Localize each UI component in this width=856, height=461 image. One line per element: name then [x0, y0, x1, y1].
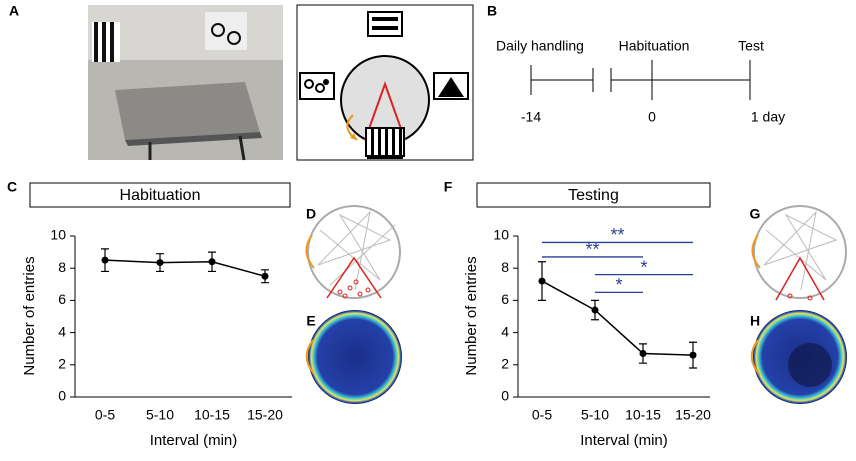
significance-label: **	[610, 225, 624, 245]
x-axis-label: Interval (min)	[150, 432, 238, 449]
event-label: Test	[738, 38, 764, 54]
y-axis-label: Number of entries	[21, 256, 38, 375]
y-tick-label: 8	[58, 259, 66, 275]
y-tick-label: 8	[501, 259, 509, 275]
y-tick-label: 2	[58, 356, 66, 372]
x-tick-label: 5-10	[581, 407, 609, 423]
data-point	[208, 258, 216, 266]
title-box	[29, 182, 291, 208]
significance-label: *	[640, 257, 647, 277]
x-tick-label: 5-10	[146, 407, 174, 423]
y-tick-label: 4	[58, 323, 66, 339]
significance-label: **	[585, 240, 599, 260]
data-point	[689, 351, 697, 359]
y-tick-label: 6	[58, 291, 66, 307]
event-time: 0	[648, 109, 656, 125]
y-axis-label: Number of entries	[463, 256, 480, 375]
data-point	[261, 272, 269, 280]
y-tick-label: 0	[58, 388, 66, 404]
panel-label: E	[306, 313, 315, 329]
data-point	[156, 259, 164, 267]
panel-label: H	[750, 313, 760, 329]
panel-label: B	[487, 3, 497, 19]
event-time: -14	[521, 109, 541, 125]
panel-label: A	[9, 3, 19, 19]
heatmap	[305, 310, 847, 404]
timeline	[530, 60, 751, 100]
x-tick-label: 0-5	[95, 407, 115, 423]
panel-label: F	[444, 179, 453, 195]
y-tick-label: 10	[493, 227, 509, 243]
panel-label: D	[306, 206, 316, 222]
event-label: Habituation	[619, 38, 690, 54]
y-tick-label: 6	[501, 291, 509, 307]
track-plot	[305, 205, 847, 301]
photo	[88, 5, 283, 161]
y-tick-label: 10	[50, 227, 66, 243]
x-tick-label: 0-5	[532, 407, 552, 423]
x-tick-label: 15-20	[247, 407, 283, 423]
y-tick-label: 0	[501, 388, 509, 404]
data-point	[639, 350, 647, 358]
title-box	[476, 182, 711, 208]
panel-label: G	[750, 206, 761, 222]
chart-title: Testing	[568, 187, 619, 204]
event-label: Daily handling	[496, 38, 584, 54]
x-axis-label: Interval (min)	[580, 432, 668, 449]
arena-schematic	[296, 4, 474, 161]
data-point	[591, 306, 599, 314]
chart-title: Habituation	[120, 187, 201, 204]
data-point	[538, 277, 546, 285]
y-tick-label: 2	[501, 356, 509, 372]
significance-label: *	[615, 275, 622, 295]
series-line	[104, 259, 266, 277]
panel-label: C	[7, 179, 17, 195]
x-tick-label: 10-15	[625, 407, 661, 423]
y-tick-label: 4	[501, 323, 509, 339]
x-tick-label: 15-20	[675, 407, 711, 423]
data-point	[101, 256, 109, 264]
series-line	[541, 280, 694, 356]
x-tick-label: 10-15	[194, 407, 230, 423]
event-time: 1 day	[751, 109, 785, 125]
